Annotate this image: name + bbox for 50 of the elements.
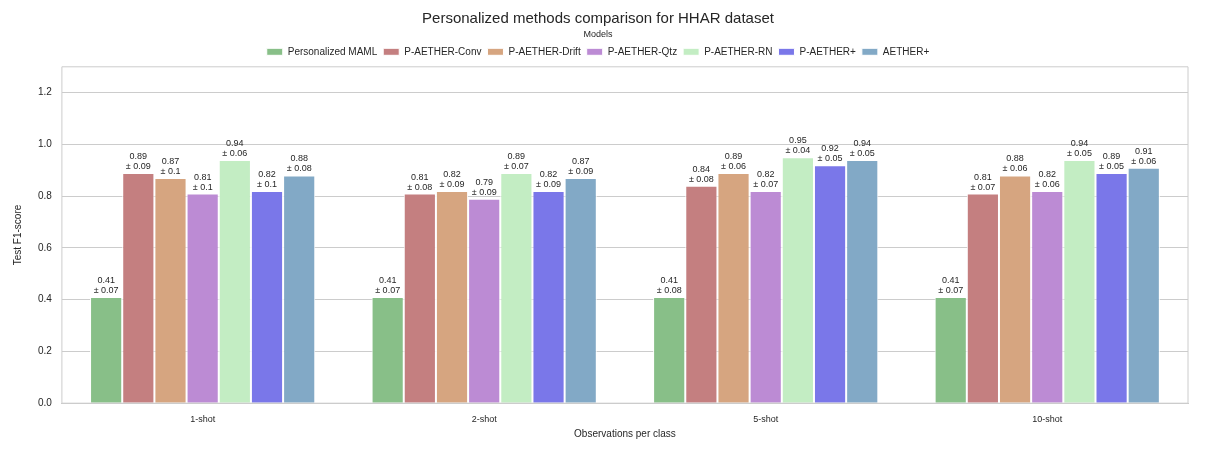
x-tick-label: 2-shot (471, 414, 498, 425)
y-tick-label: 0.6 (38, 241, 53, 253)
data-label: 0.91 ± 0.06 (1131, 145, 1157, 166)
y-tick-label: 1.2 (38, 86, 53, 98)
y-axis-title: Test F1-score (11, 204, 23, 266)
legend-label: P-AETHER-Qtz (607, 45, 678, 57)
data-label: 0.81 ± 0.1 (192, 171, 213, 192)
data-label: 0.41 ± 0.08 (656, 275, 682, 296)
data-label: 0.79 ± 0.09 (471, 176, 497, 197)
x-tick-label: 5-shot (753, 414, 779, 425)
data-label: 0.41 ± 0.07 (375, 275, 401, 296)
data-label: 0.89 ± 0.09 (125, 150, 151, 171)
x-axis-title: Observations per class (574, 427, 676, 439)
x-tick-label: 1-shot (190, 414, 216, 425)
legend-title: Models (583, 28, 613, 39)
data-label: 0.82 ± 0.1 (257, 168, 277, 189)
legend-label: AETHER+ (882, 45, 930, 57)
y-tick-label: 0.4 (38, 293, 53, 305)
data-label: 0.87 ± 0.09 (568, 156, 594, 177)
data-label: 0.82 ± 0.06 (1034, 168, 1060, 189)
y-tick-label: 0.0 (38, 396, 53, 408)
data-label: 0.41 ± 0.07 (93, 275, 119, 296)
legend-label: P-AETHER-Conv (404, 45, 482, 57)
legend-label: Personalized MAML (287, 45, 378, 57)
data-label: 0.95 ± 0.04 (785, 135, 811, 156)
data-label: 0.82 ± 0.07 (753, 168, 779, 189)
legend-label: P-AETHER-RN (704, 45, 773, 57)
data-label: 0.81 ± 0.07 (970, 171, 996, 192)
data-label: 0.87 ± 0.1 (160, 156, 181, 177)
data-label: 0.94 ± 0.05 (849, 137, 875, 158)
chart-title: Personalized methods comparison for HHAR dataset (422, 9, 775, 27)
data-label: 0.89 ± 0.05 (1099, 150, 1125, 171)
legend-label: P-AETHER+ (799, 45, 857, 57)
data-label: 0.89 ± 0.07 (503, 150, 529, 171)
data-label: 0.88 ± 0.06 (1002, 153, 1028, 174)
data-label: 0.88 ± 0.08 (286, 153, 312, 174)
x-tick-label: 10-shot (1032, 414, 1063, 425)
data-label: 0.41 ± 0.07 (938, 275, 964, 296)
data-label: 0.82 ± 0.09 (439, 168, 465, 189)
y-tick-label: 1.0 (38, 138, 53, 150)
data-label: 0.94 ± 0.06 (222, 137, 248, 158)
legend-label: P-AETHER-Drift (508, 45, 581, 57)
y-tick-label: 0.8 (38, 189, 53, 201)
data-label: 0.92 ± 0.05 (817, 143, 843, 164)
data-label: 0.82 ± 0.09 (536, 168, 562, 189)
data-label: 0.94 ± 0.05 (1066, 137, 1092, 158)
data-label: 0.84 ± 0.08 (688, 163, 714, 184)
data-label: 0.89 ± 0.06 (721, 150, 747, 171)
data-label: 0.81 ± 0.08 (407, 171, 433, 192)
y-tick-label: 0.2 (38, 345, 53, 357)
